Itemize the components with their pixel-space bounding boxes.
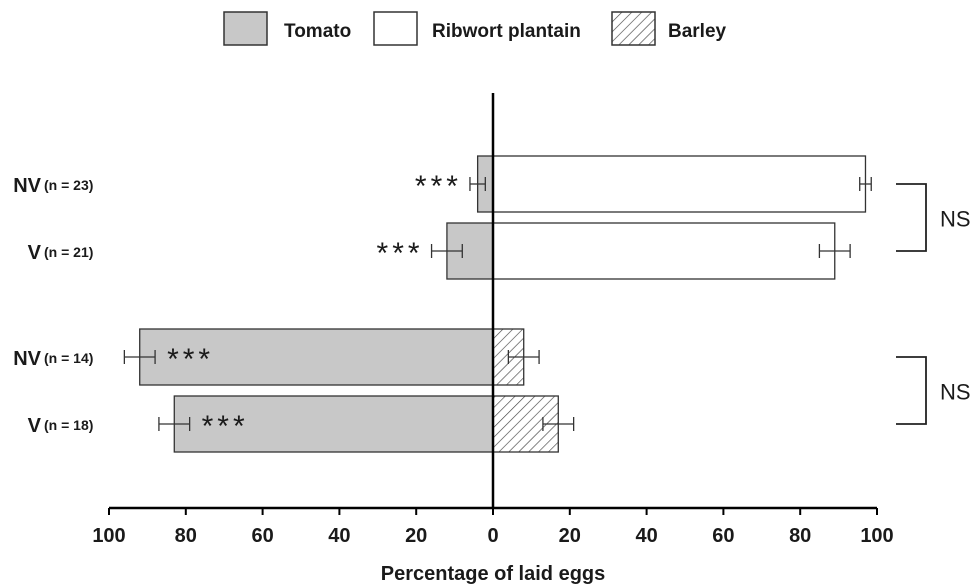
x-tick-label-2: 60 [251, 525, 273, 547]
row-n-label-1: (n = 21) [44, 244, 93, 260]
bar-left-3 [173, 395, 494, 453]
bar-right-0 [492, 155, 867, 213]
legend-swatch-0 [223, 11, 268, 46]
x-tick-label-0: 100 [92, 525, 125, 547]
bar-right-1 [492, 222, 836, 280]
legend-swatch-2 [611, 11, 656, 46]
bars [123, 155, 872, 453]
x-tick-label-4: 20 [405, 525, 427, 547]
x-tick-label-6: 20 [559, 525, 581, 547]
x-tick-label-1: 80 [175, 525, 197, 547]
x-tick-label-3: 40 [328, 525, 350, 547]
legend-swatch-1 [373, 11, 418, 46]
significance-label-2: *** [167, 343, 214, 376]
significance-label-3: *** [202, 410, 249, 443]
bracket-label-1: NS [940, 380, 971, 405]
legend-label-2: Barley [668, 21, 727, 42]
row-group-label-3: V [28, 415, 42, 437]
row-n-label-2: (n = 14) [44, 350, 93, 366]
x-tick-label-7: 40 [635, 525, 657, 547]
bracket-label-0: NS [940, 207, 971, 232]
significance-label-1: *** [377, 237, 424, 270]
legend-label-1: Ribwort plantain [432, 21, 581, 42]
annotations: ***NV (n = 23)***V (n = 21)***NV (n = 14)**… [13, 170, 970, 443]
x-tick-label-8: 60 [712, 525, 734, 547]
x-tick-label-10: 100 [860, 525, 893, 547]
row-group-label-2: NV [13, 348, 41, 370]
row-n-label-0: (n = 23) [44, 177, 93, 193]
legend-label-0: Tomato [284, 21, 351, 42]
row-group-label-1: V [28, 242, 42, 264]
x-tick-label-9: 80 [789, 525, 811, 547]
axes: 100 80 60 40 20 0 20 40 60 80 100 Percentage of lai… [92, 93, 894, 585]
row-group-label-0: NV [13, 175, 41, 197]
row-n-label-3: (n = 18) [44, 417, 93, 433]
x-axis-title: Percentage of laid eggs [381, 563, 606, 585]
bracket-1 [896, 356, 927, 425]
legend: Tomato Ribwort plantain Barley [223, 11, 727, 46]
x-tick-label-5: 0 [487, 525, 498, 547]
significance-label-0: *** [415, 170, 462, 203]
bracket-0 [896, 183, 927, 252]
